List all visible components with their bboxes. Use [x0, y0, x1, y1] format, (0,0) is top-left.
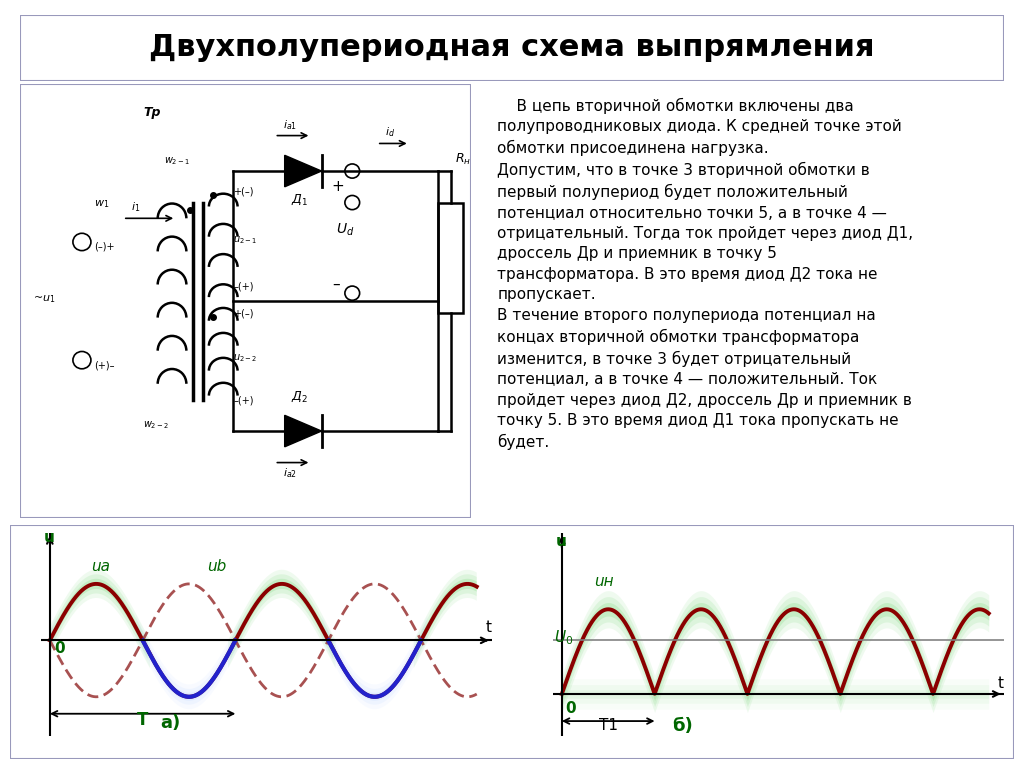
Text: $i_{a2}$: $i_{a2}$ — [283, 466, 297, 480]
Text: $R_н$: $R_н$ — [455, 152, 471, 167]
Text: uн: uн — [594, 574, 614, 588]
Text: $U_d$: $U_d$ — [336, 222, 354, 239]
Text: ua: ua — [91, 559, 111, 574]
Text: t: t — [485, 620, 492, 635]
Text: u: u — [556, 534, 567, 548]
Polygon shape — [285, 415, 322, 447]
Text: б): б) — [672, 717, 693, 736]
Text: $u_{2-2}$: $u_{2-2}$ — [233, 352, 258, 364]
Text: (–)+: (–)+ — [94, 242, 115, 252]
Text: $i_d$: $i_d$ — [385, 126, 395, 140]
Text: 0: 0 — [54, 640, 65, 656]
FancyBboxPatch shape — [20, 84, 471, 518]
Text: Двухполупериодная схема выпрямления: Двухполупериодная схема выпрямления — [150, 34, 874, 62]
Text: $u_{2-1}$: $u_{2-1}$ — [233, 234, 258, 245]
Text: $U_0$: $U_0$ — [554, 628, 573, 647]
Text: +(–): +(–) — [233, 186, 254, 196]
Text: +(–): +(–) — [233, 309, 254, 319]
Text: –(+): –(+) — [233, 281, 254, 291]
Text: $i_{a1}$: $i_{a1}$ — [283, 117, 297, 131]
Text: ub: ub — [208, 559, 227, 574]
Text: +: + — [332, 179, 344, 194]
Text: ~$u_1$: ~$u_1$ — [33, 293, 55, 304]
Text: T1: T1 — [599, 719, 617, 733]
Text: –(+): –(+) — [233, 396, 254, 406]
Text: Тр: Тр — [143, 106, 161, 119]
Text: T: T — [137, 711, 148, 729]
Text: (+)–: (+)– — [94, 360, 115, 370]
Text: $i_1$: $i_1$ — [131, 200, 140, 214]
Text: –: – — [332, 277, 339, 292]
Text: $w_{2-1}$: $w_{2-1}$ — [164, 155, 190, 167]
FancyBboxPatch shape — [20, 15, 1004, 81]
Text: u: u — [44, 529, 55, 545]
FancyBboxPatch shape — [10, 525, 1014, 759]
Text: $w_1$: $w_1$ — [94, 199, 110, 210]
Text: В цепь вторичной обмотки включены два
полупроводниковых диода. К средней точке э: В цепь вторичной обмотки включены два по… — [498, 97, 913, 450]
Text: $w_{2-2}$: $w_{2-2}$ — [143, 419, 170, 431]
Text: а): а) — [161, 714, 180, 732]
Bar — [438, 202, 463, 313]
Text: t: t — [997, 676, 1004, 691]
Polygon shape — [285, 155, 322, 187]
Text: $Д_2$: $Д_2$ — [291, 390, 307, 403]
Text: $Д_1$: $Д_1$ — [291, 193, 308, 206]
Text: 0: 0 — [565, 700, 575, 716]
